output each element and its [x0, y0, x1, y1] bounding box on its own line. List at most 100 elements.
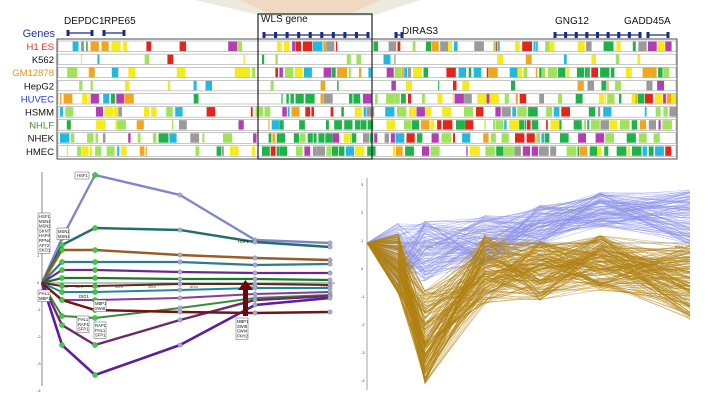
path-node: [59, 297, 65, 303]
chromatin-state-mark: [252, 67, 256, 78]
path-node: [177, 309, 183, 315]
right-y-tick-label: 2: [361, 210, 364, 215]
chromatin-state-mark: [383, 54, 391, 65]
chromatin-state-mark: [575, 94, 583, 104]
profile-line: [366, 242, 691, 344]
chromatin-state-mark: [295, 94, 304, 104]
chromatin-state-mark: [430, 120, 435, 130]
chromatin-state-mark: [566, 67, 570, 78]
chromatin-state-mark: [514, 146, 521, 156]
chromatin-state-mark: [67, 67, 78, 78]
right-y-tick-label: -3: [361, 350, 365, 355]
chromatin-state-mark: [639, 120, 647, 130]
chromatin-state-mark: [638, 41, 647, 51]
node-label-text: SWI6: [237, 324, 248, 329]
chromatin-state-mark: [305, 107, 311, 117]
path-node: [252, 276, 258, 282]
chromatin-state-mark: [642, 67, 651, 78]
chromatin-state-mark: [558, 94, 562, 104]
chromatin-state-mark: [60, 94, 62, 104]
chromatin-state-mark: [348, 67, 351, 78]
chromatin-state-mark: [282, 107, 287, 117]
track-row: [57, 119, 677, 131]
msn2-box: [56, 227, 70, 240]
chromatin-state-mark: [354, 146, 365, 156]
chromatin-state-mark: [561, 107, 570, 117]
chromatin-state-mark: [603, 41, 614, 51]
gene-label-gng12: GNG12: [555, 16, 589, 27]
chromatin-state-mark: [124, 80, 130, 91]
chromatin-state-mark: [276, 146, 280, 156]
hsf1-top-label: HSF1: [77, 173, 88, 178]
chromatin-state-mark: [523, 67, 528, 78]
chromatin-state-mark: [412, 41, 416, 51]
chromatin-state-mark: [216, 146, 221, 156]
chromatin-state-mark: [293, 133, 299, 143]
arrow-tf-box: [235, 317, 249, 340]
chromatin-state-mark: [117, 146, 120, 156]
profile-line: [366, 241, 691, 359]
genome-browser-panel: DEPDC1 RPE65 WLS gene DIRAS3 GNG12 GADD4…: [12, 0, 678, 160]
chromatin-state-mark: [473, 67, 482, 78]
chromatin-state-mark: [431, 41, 439, 51]
path-node: [59, 322, 65, 328]
path-node: [92, 283, 98, 289]
chromatin-state-mark: [573, 120, 582, 130]
chromatin-state-mark: [374, 133, 378, 143]
node-label-text: SKN7: [39, 228, 51, 233]
chromatin-state-mark: [578, 133, 586, 143]
node-label-text: MSN4: [39, 219, 51, 224]
chromatin-state-mark: [373, 41, 379, 51]
chromatin-state-mark: [144, 54, 150, 65]
regulatory-path-diagram: 10m15m20m30m45m60m90m120m210-1-2-3-4 HSF…: [37, 171, 335, 393]
chromatin-state-mark: [610, 67, 615, 78]
chromatin-state-mark: [171, 120, 173, 130]
chromatin-state-mark: [281, 94, 283, 104]
chromatin-state-mark: [295, 67, 303, 78]
chromatin-state-mark: [416, 133, 423, 143]
chromatin-state-mark: [597, 107, 601, 117]
chromatin-state-mark: [337, 67, 347, 78]
node-label-text: SFP1: [78, 327, 89, 332]
profile-line: [366, 242, 691, 332]
chromatin-state-mark: [168, 80, 171, 91]
chromatin-state-mark: [526, 120, 531, 130]
chromatin-state-mark: [549, 41, 555, 51]
chromatin-state-mark: [243, 54, 245, 65]
path-node: [92, 342, 98, 348]
path-line: [41, 276, 331, 285]
chromatin-state-mark: [531, 146, 539, 156]
path-node: [177, 295, 183, 301]
node-label-text: MSN2: [39, 224, 51, 229]
chromatin-state-mark: [550, 146, 557, 156]
chromatin-state-mark: [291, 107, 300, 117]
right-y-tick-label: 0: [361, 266, 364, 271]
chromatin-state-mark: [517, 107, 527, 117]
right-y-tick-label: -4: [361, 378, 365, 383]
chromatin-state-mark: [577, 41, 585, 51]
right-y-tick-label: -1: [361, 294, 365, 299]
chromatin-state-mark: [299, 120, 305, 130]
profile-line: [366, 242, 691, 325]
chromatin-state-mark: [90, 80, 93, 91]
chromatin-state-mark: [268, 120, 270, 130]
path-node: [177, 252, 183, 258]
chromatin-state-mark: [338, 146, 345, 156]
profile-line: [366, 242, 691, 372]
chromatin-state-mark: [655, 107, 661, 117]
path-node: [327, 261, 333, 267]
chromatin-state-mark: [403, 120, 412, 130]
path-node: [92, 289, 98, 295]
chromatin-state-mark: [251, 146, 256, 156]
chromatin-state-mark: [493, 41, 496, 51]
chromatin-state-mark: [657, 41, 665, 51]
chromatin-state-mark: [577, 146, 580, 156]
chromatin-state-mark: [65, 107, 74, 117]
profile-line: [366, 242, 691, 356]
chromatin-state-mark: [190, 133, 200, 143]
chromatin-state-mark: [563, 54, 567, 65]
chromatin-state-mark: [408, 107, 416, 117]
chromatin-state-mark: [385, 107, 395, 117]
chromatin-state-mark: [536, 41, 538, 51]
exon-mark: [331, 32, 335, 38]
